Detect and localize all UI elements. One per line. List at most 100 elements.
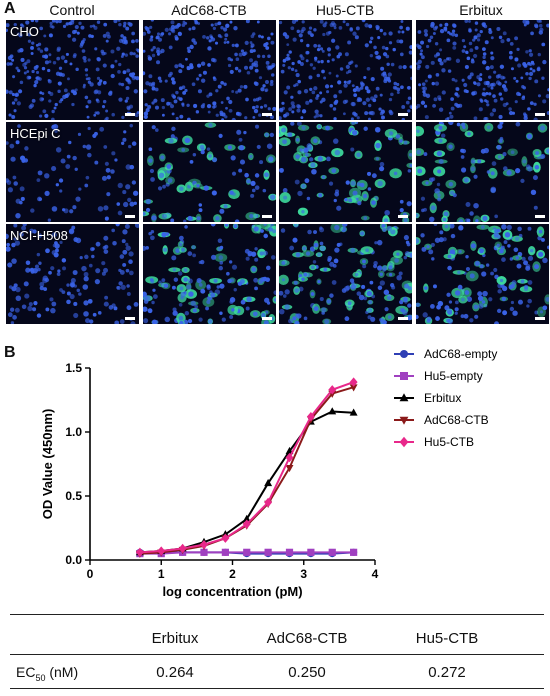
column-header-erbitux: Erbitux bbox=[459, 2, 503, 18]
scale-bar bbox=[534, 317, 545, 320]
data-point-erbitux bbox=[328, 407, 337, 415]
legend-label-adc68-empty: AdC68-empty bbox=[424, 347, 497, 361]
row-label-cho: CHO bbox=[10, 24, 39, 39]
data-point-hu5-ctb bbox=[349, 377, 358, 387]
x-tick-label: 3 bbox=[300, 567, 307, 581]
data-point-hu5-empty bbox=[350, 548, 358, 556]
cell-image bbox=[142, 224, 276, 324]
ec-unit: (nM) bbox=[45, 664, 79, 680]
data-point-hu5-ctb bbox=[306, 411, 315, 422]
image-tile-nci-h508-erbitux bbox=[415, 224, 549, 324]
scale-bar bbox=[261, 215, 272, 218]
scale-bar bbox=[398, 215, 408, 218]
data-point-hu5-empty bbox=[221, 548, 229, 556]
legend-label-erbitux: Erbitux bbox=[424, 391, 461, 405]
data-point-erbitux bbox=[349, 408, 358, 416]
cell-image bbox=[415, 122, 549, 222]
column-header-hu5-ctb: Hu5-CTB bbox=[315, 2, 375, 18]
scale-bar bbox=[125, 317, 135, 320]
image-tile-hcepi-c-control: HCEpi C bbox=[6, 122, 139, 222]
image-tile-cho-adc68-ctb bbox=[142, 20, 276, 120]
column-header-control: Control bbox=[49, 2, 95, 18]
legend-label-hu5-ctb: Hu5-CTB bbox=[424, 435, 474, 449]
series-line-erbitux bbox=[139, 410, 354, 554]
y-tick-label: 1.0 bbox=[65, 425, 82, 439]
data-point-hu5-ctb bbox=[221, 533, 230, 543]
row-label-nci-h508: NCI-H508 bbox=[10, 228, 68, 243]
cell-image bbox=[279, 224, 412, 324]
image-tile-hcepi-c-hu5-ctb bbox=[279, 122, 412, 222]
legend-label-hu5-empty: Hu5-empty bbox=[424, 369, 483, 383]
image-tile-nci-h508-control: NCI-H508 bbox=[6, 224, 139, 324]
cell-image bbox=[415, 20, 549, 120]
data-point-hu5-empty bbox=[328, 548, 336, 556]
image-tile-hcepi-c-adc68-ctb bbox=[142, 122, 276, 222]
data-point-hu5-ctb bbox=[328, 385, 337, 395]
x-tick-label: 0 bbox=[87, 567, 94, 581]
ec50-value-adc68-ctb: 0.250 bbox=[288, 664, 326, 681]
legend-marker-adc68-empty bbox=[400, 350, 408, 358]
legend-marker-adc68-ctb bbox=[399, 416, 409, 425]
cell-image bbox=[6, 224, 139, 324]
scale-bar bbox=[534, 215, 545, 218]
panel-a-letter: A bbox=[4, 0, 16, 17]
scale-bar bbox=[398, 113, 408, 116]
ec-label: EC bbox=[16, 664, 36, 680]
table-header-hu5-ctb: Hu5-CTB bbox=[415, 630, 479, 647]
table-rule-top bbox=[10, 614, 544, 615]
data-point-hu5-empty bbox=[264, 548, 272, 556]
image-tile-hcepi-c-erbitux bbox=[415, 122, 549, 222]
table-header-adc68-ctb: AdC68-CTB bbox=[266, 630, 348, 647]
image-tile-cho-control: CHO bbox=[6, 20, 139, 120]
image-tile-cho-erbitux bbox=[415, 20, 549, 120]
data-point-erbitux bbox=[242, 514, 251, 522]
y-tick-label: 0.5 bbox=[65, 489, 82, 503]
cell-image bbox=[142, 20, 276, 120]
data-point-adc68-ctb bbox=[349, 384, 358, 392]
legend-marker-hu5-ctb bbox=[399, 436, 409, 448]
x-tick-label: 2 bbox=[229, 567, 236, 581]
data-point-hu5-empty bbox=[285, 548, 294, 556]
image-tile-nci-h508-adc68-ctb bbox=[142, 224, 276, 324]
data-point-hu5-ctb bbox=[264, 497, 273, 508]
data-point-hu5-ctb bbox=[178, 543, 187, 554]
table-row-label: EC50 (nM) bbox=[16, 664, 78, 683]
scale-bar bbox=[261, 317, 272, 320]
table-rule-middle bbox=[10, 654, 544, 655]
image-tile-nci-h508-hu5-ctb bbox=[279, 224, 412, 324]
data-point-hu5-ctb bbox=[200, 539, 208, 550]
data-point-hu5-ctb bbox=[135, 547, 144, 557]
legend-marker-hu5-empty bbox=[400, 372, 408, 380]
row-label-hcepi-c: HCEpi C bbox=[10, 126, 61, 141]
y-tick-label: 1.5 bbox=[65, 361, 82, 375]
y-tick-label: 0.0 bbox=[65, 553, 82, 567]
image-tile-cho-hu5-ctb bbox=[279, 20, 412, 120]
scale-bar bbox=[125, 113, 135, 116]
scale-bar bbox=[534, 113, 545, 116]
x-tick-label: 4 bbox=[372, 567, 379, 581]
data-point-hu5-empty bbox=[200, 548, 208, 556]
cell-image bbox=[142, 122, 276, 222]
legend-marker-erbitux bbox=[399, 393, 409, 402]
legend-label-adc68-ctb: AdC68-CTB bbox=[424, 413, 489, 427]
ec50-value-hu5-ctb: 0.272 bbox=[428, 664, 466, 681]
cell-image bbox=[6, 123, 139, 222]
cell-image bbox=[415, 224, 549, 324]
scale-bar bbox=[261, 113, 272, 116]
panel-b-letter: B bbox=[4, 344, 16, 361]
data-point-hu5-empty bbox=[307, 548, 315, 556]
table-header-erbitux: Erbitux bbox=[151, 630, 199, 647]
cell-image bbox=[279, 122, 412, 222]
data-point-adc68-ctb bbox=[285, 464, 294, 473]
cell-image bbox=[6, 20, 139, 120]
dose-response-chart: 0 1 2 3 4 0.0 0.5 1.0 1.5 log concentration (pM) O… bbox=[40, 347, 497, 599]
data-point-hu5-empty bbox=[243, 548, 251, 556]
ec-subscript: 50 bbox=[35, 672, 46, 683]
x-tick-label: 1 bbox=[158, 567, 165, 581]
scale-bar bbox=[398, 317, 408, 320]
data-point-erbitux bbox=[264, 478, 273, 487]
table-rule-bottom bbox=[10, 688, 544, 689]
microscopy-grid: CHO HCEpi C NCI-H508 bbox=[6, 20, 549, 324]
column-header-adc68-ctb: AdC68-CTB bbox=[171, 2, 247, 18]
ec50-value-erbitux: 0.264 bbox=[156, 664, 194, 681]
